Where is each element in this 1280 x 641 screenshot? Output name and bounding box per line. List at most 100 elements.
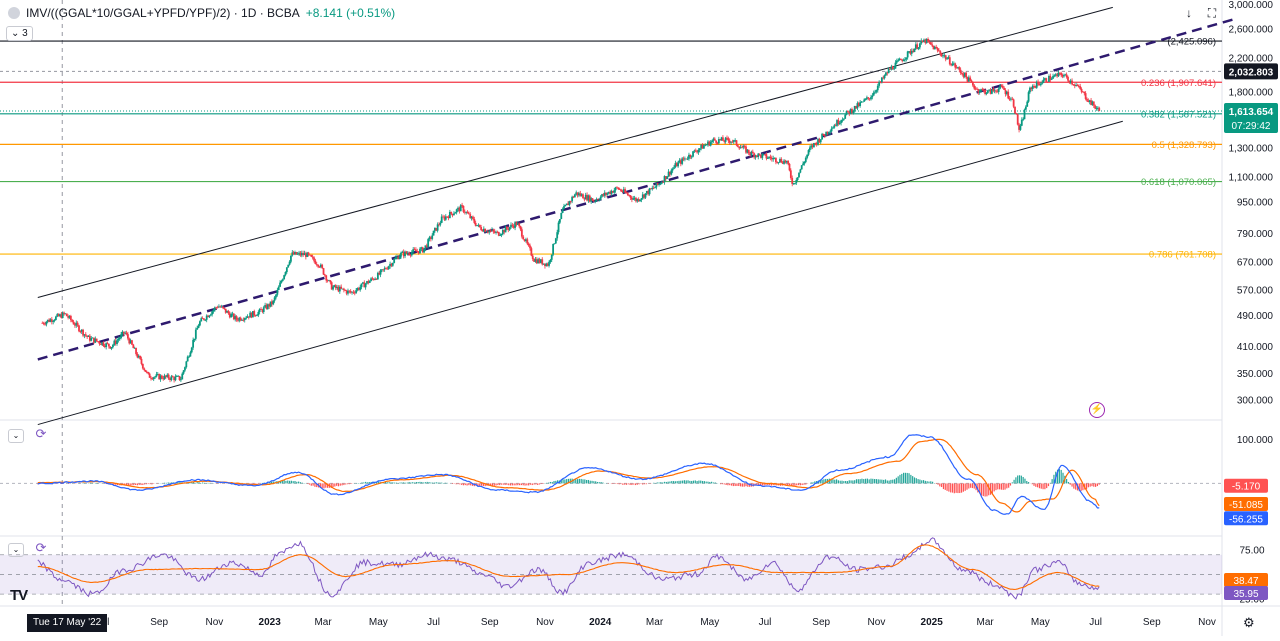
candle-body [808, 150, 810, 155]
fib-level-label: (2,425.096) [1167, 37, 1216, 48]
macd-histogram-bar [361, 482, 362, 483]
macd-histogram-bar [695, 480, 696, 483]
candle-body [490, 231, 492, 232]
macd-histogram-bar [501, 483, 502, 484]
macd-histogram-bar [744, 483, 745, 486]
time-tick-label: Nov [1198, 617, 1216, 628]
candle-body [199, 321, 201, 325]
macd-histogram-bar [599, 482, 600, 483]
candle-body [1017, 114, 1019, 124]
candle-body [187, 357, 189, 362]
candle-body [965, 73, 967, 77]
candle-body [1020, 126, 1022, 130]
macd-histogram-bar [664, 482, 665, 484]
macd-sync-icon[interactable]: ⟳ [34, 428, 48, 440]
macd-histogram-bar [684, 480, 685, 483]
indicator-count-badge[interactable]: ⌄ 3 [6, 26, 33, 41]
candle-body [1043, 80, 1045, 83]
macd-histogram-bar [624, 483, 625, 484]
rsi-collapse-chevron-icon[interactable]: ⌄ [8, 543, 24, 557]
price-tick-label: 670.000 [1237, 257, 1274, 268]
macd-histogram-bar [678, 481, 679, 484]
candle-body [613, 190, 615, 192]
candle-body [995, 90, 997, 91]
symbol-title[interactable]: IMV/((GGAL*10/GGAL+YPFD/YPF)/2) · 1D · B… [26, 6, 300, 20]
candle-body [175, 377, 177, 381]
flash-icon[interactable]: ⚡ [1089, 402, 1105, 418]
time-tick-label: Sep [812, 617, 830, 628]
candle-body [191, 348, 193, 353]
candle-body [842, 120, 844, 121]
macd-histogram-bar [910, 475, 911, 484]
candle-body [551, 255, 553, 260]
price-tick-label: 490.000 [1237, 311, 1274, 322]
macd-histogram-bar [706, 482, 707, 484]
rsi-sync-icon[interactable]: ⟳ [34, 542, 48, 554]
candle-body [907, 52, 909, 58]
macd-histogram-bar [334, 483, 335, 486]
candle-body [188, 357, 190, 358]
macd-histogram-bar [1090, 483, 1091, 486]
candle-body [1025, 107, 1027, 110]
macd-histogram-bar [860, 479, 861, 483]
candle-body [329, 280, 331, 282]
macd-histogram-bar [204, 483, 205, 484]
candle-body [43, 323, 45, 324]
down-arrow-icon[interactable]: ↓ [1180, 5, 1198, 21]
macd-histogram-bar [740, 483, 741, 486]
gear-icon[interactable]: ⚙ [1243, 615, 1255, 631]
candle-body [831, 129, 833, 132]
macd-histogram-bar [966, 483, 967, 489]
macd-histogram-bar [646, 483, 647, 484]
fib-level-label: 0.618 (1,070.065) [1141, 177, 1216, 188]
macd-histogram-bar [850, 480, 851, 483]
candle-body [961, 73, 963, 74]
macd-histogram-bar [517, 483, 518, 485]
price-tick-label: 2,200.000 [1229, 53, 1274, 64]
fullscreen-icon[interactable]: ⛶ [1203, 5, 1221, 21]
macd-histogram-bar [287, 481, 288, 484]
macd-histogram-bar [1026, 481, 1027, 483]
candle-body [217, 307, 219, 308]
candle-body [245, 318, 247, 319]
macd-histogram-bar [1091, 483, 1092, 486]
macd-histogram-bar [997, 483, 998, 489]
macd-collapse-chevron-icon[interactable]: ⌄ [8, 429, 24, 443]
macd-histogram-bar [519, 483, 520, 485]
macd-histogram-bar [914, 477, 915, 483]
macd-histogram-bar [575, 479, 576, 483]
macd-histogram-bar [956, 483, 957, 492]
macd-histogram-bar [722, 483, 723, 484]
candle-body [1026, 102, 1028, 107]
candle-body [66, 314, 68, 317]
candle-body [145, 370, 147, 372]
candle-body [592, 198, 594, 201]
rsi-ma-value-label: 38.47 [1233, 576, 1258, 587]
macd-histogram-bar [724, 483, 725, 484]
macd-histogram-bar [412, 482, 413, 483]
macd-histogram-bar [932, 482, 933, 484]
candle-body [1040, 84, 1042, 86]
macd-histogram-bar [363, 482, 364, 483]
candle-body [930, 42, 932, 44]
candle-body [499, 235, 501, 236]
channel-mid-dashed-line [38, 19, 1233, 359]
candle-body [905, 57, 907, 59]
candle-body [77, 323, 79, 326]
candle-body [626, 192, 628, 193]
price-tick-label: 3,000.000 [1229, 0, 1274, 11]
candle-body [832, 127, 834, 128]
candle-body [918, 47, 920, 48]
candle-body [935, 47, 937, 48]
tradingview-logo-icon[interactable]: TV [10, 587, 27, 604]
macd-histogram-bar [715, 482, 716, 483]
macd-histogram-bar [492, 483, 493, 485]
candle-body [256, 315, 258, 316]
candle-body [518, 223, 520, 226]
macd-histogram-bar [82, 483, 83, 484]
macd-histogram-bar [981, 483, 982, 495]
macd-line [38, 435, 1099, 515]
candle-body [242, 320, 244, 321]
